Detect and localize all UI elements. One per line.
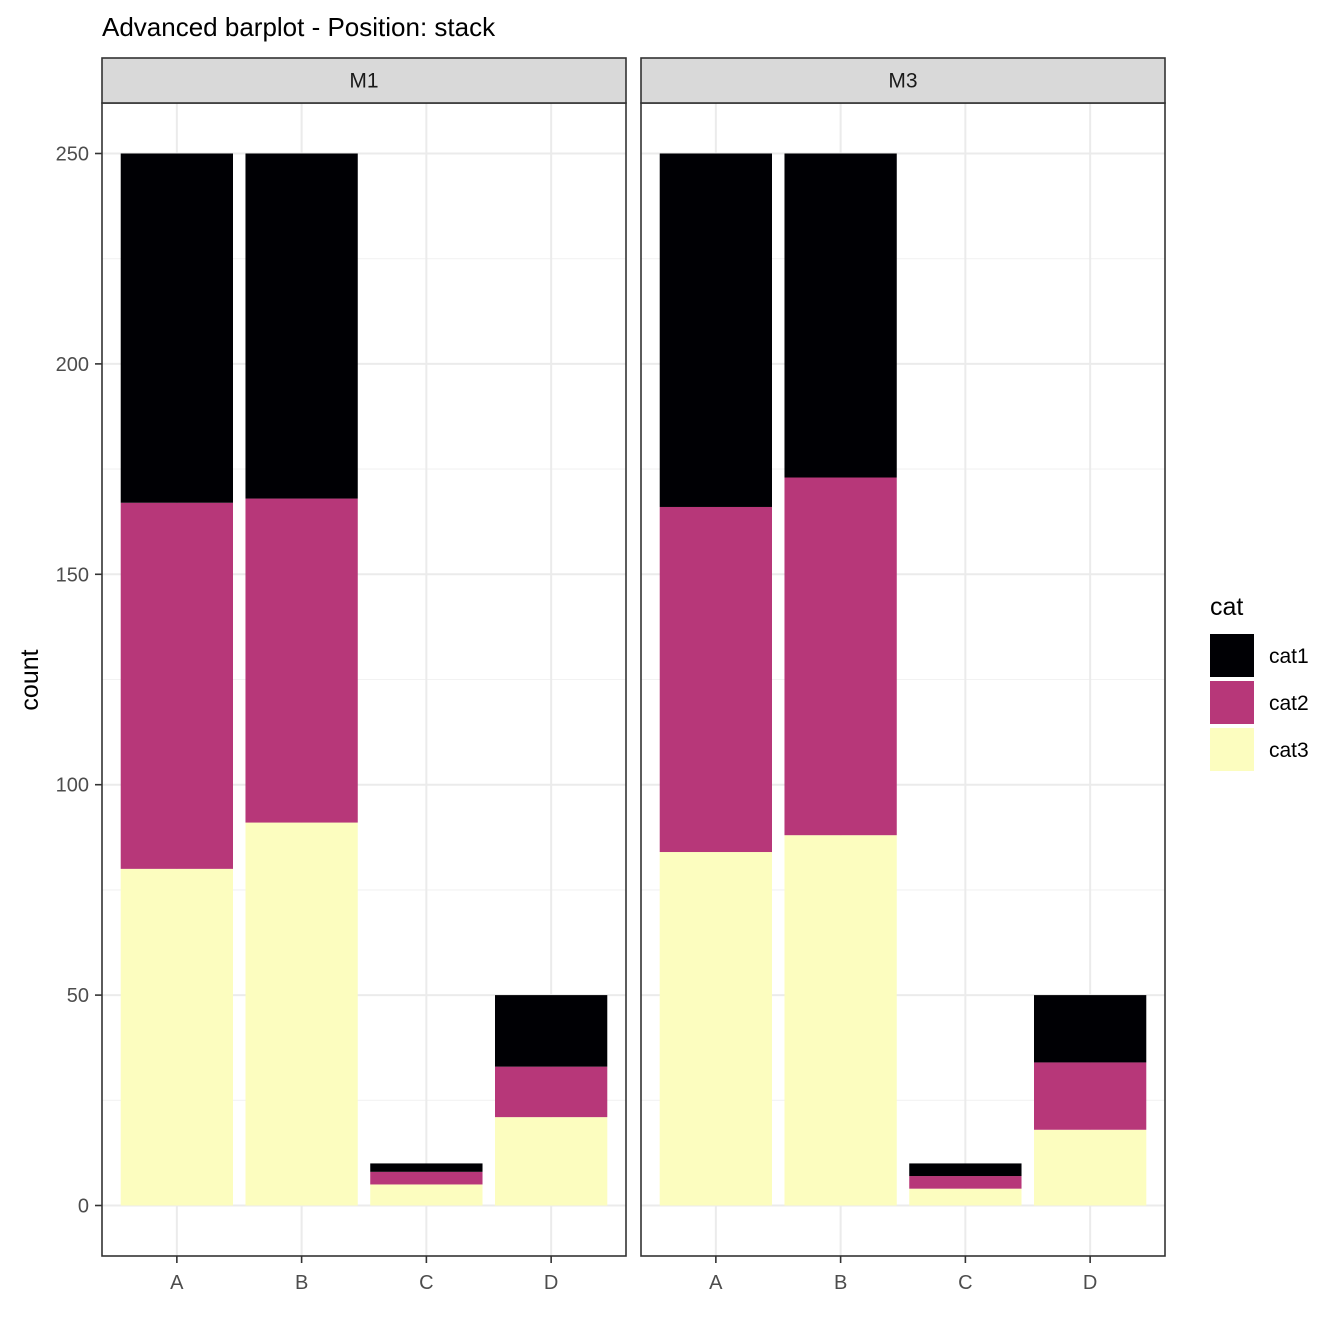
y-tick-label: 250 [56,143,89,165]
facet-strip [101,57,627,104]
legend-label-cat2: cat2 [1269,692,1309,715]
x-tick-label: B [295,1272,308,1294]
legend-label-cat1: cat1 [1269,645,1309,668]
legend-key-cat3 [1210,728,1254,771]
bar-m1-b-cat3 [245,822,358,1206]
bar-m1-d-cat3 [495,1117,608,1206]
bar-m3-b-cat1 [784,153,897,478]
legend-label-cat3: cat3 [1269,739,1309,762]
bar-m3-c-cat3 [909,1188,1022,1206]
bar-m3-b-cat3 [784,835,897,1206]
bar-m1-a-cat2 [120,502,233,869]
legend-key-cat2 [1210,681,1254,724]
x-tick-label: A [170,1272,184,1294]
chart-title: Advanced barplot - Position: stack [102,12,496,42]
bar-m3-d-cat1 [1034,995,1147,1063]
y-tick-label: 0 [78,1196,89,1218]
bar-m1-d-cat2 [495,1066,608,1118]
x-tick-label: D [544,1272,558,1294]
bar-m1-d-cat1 [495,995,608,1067]
bar-m3-a-cat1 [659,153,772,507]
y-tick-label: 200 [56,354,89,376]
x-tick-label: D [1083,1272,1097,1294]
bar-m3-d-cat3 [1034,1129,1147,1206]
y-axis-title: count [16,649,44,710]
facet-panel-m3: M3 A B C D [640,57,1166,1294]
x-tick-label: C [958,1272,972,1294]
bar-m3-a-cat3 [659,852,772,1206]
facet-strip-label: M1 [349,70,378,93]
facet-panel-m1: M1 A B C D 0 50 100 150 200 250 [56,57,627,1294]
bar-m3-b-cat2 [784,477,897,836]
bar-m3-a-cat2 [659,506,772,853]
bar-m1-a-cat1 [120,153,233,503]
bar-m3-c-cat1 [909,1163,1022,1177]
y-tick-label: 150 [56,564,89,586]
legend-key-cat1 [1210,634,1254,677]
bar-m3-c-cat2 [909,1176,1022,1189]
legend: cat cat1 cat2 cat3 [1210,593,1309,771]
x-tick-label: C [419,1272,433,1294]
y-tick-label: 100 [56,775,89,797]
facet-strip [640,57,1166,104]
bar-m3-d-cat2 [1034,1062,1147,1130]
bar-m1-c-cat3 [370,1184,483,1206]
bar-m1-c-cat2 [370,1171,483,1185]
bar-m1-b-cat1 [245,153,358,499]
y-tick-label: 50 [67,985,89,1007]
x-tick-label: A [709,1272,723,1294]
bar-m1-b-cat2 [245,498,358,823]
bar-m1-c-cat1 [370,1163,483,1172]
legend-title: cat [1210,593,1243,621]
facet-panels: M1 A B C D 0 50 100 150 200 250 M3 A B C D [56,57,1166,1294]
facet-strip-label: M3 [888,70,917,93]
bar-m1-a-cat3 [120,868,233,1206]
x-tick-label: B [834,1272,847,1294]
